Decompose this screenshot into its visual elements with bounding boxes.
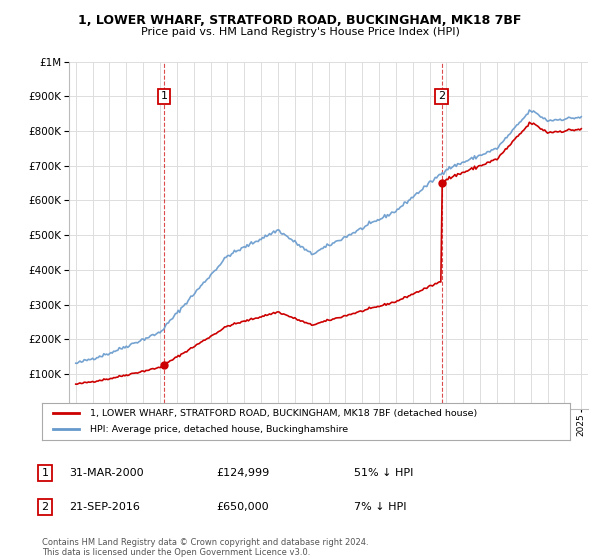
Text: 1: 1 (161, 91, 168, 101)
Text: 2: 2 (41, 502, 49, 512)
Text: Contains HM Land Registry data © Crown copyright and database right 2024.
This d: Contains HM Land Registry data © Crown c… (42, 538, 368, 557)
Text: 51% ↓ HPI: 51% ↓ HPI (354, 468, 413, 478)
Text: 1: 1 (41, 468, 49, 478)
Text: HPI: Average price, detached house, Buckinghamshire: HPI: Average price, detached house, Buck… (89, 425, 347, 434)
Text: 1, LOWER WHARF, STRATFORD ROAD, BUCKINGHAM, MK18 7BF (detached house): 1, LOWER WHARF, STRATFORD ROAD, BUCKINGH… (89, 409, 477, 418)
Text: 1, LOWER WHARF, STRATFORD ROAD, BUCKINGHAM, MK18 7BF: 1, LOWER WHARF, STRATFORD ROAD, BUCKINGH… (79, 14, 521, 27)
Text: 2: 2 (438, 91, 445, 101)
Text: £650,000: £650,000 (216, 502, 269, 512)
Text: 7% ↓ HPI: 7% ↓ HPI (354, 502, 407, 512)
Text: £124,999: £124,999 (216, 468, 269, 478)
Text: 21-SEP-2016: 21-SEP-2016 (69, 502, 140, 512)
Text: Price paid vs. HM Land Registry's House Price Index (HPI): Price paid vs. HM Land Registry's House … (140, 27, 460, 37)
Text: 31-MAR-2000: 31-MAR-2000 (69, 468, 143, 478)
